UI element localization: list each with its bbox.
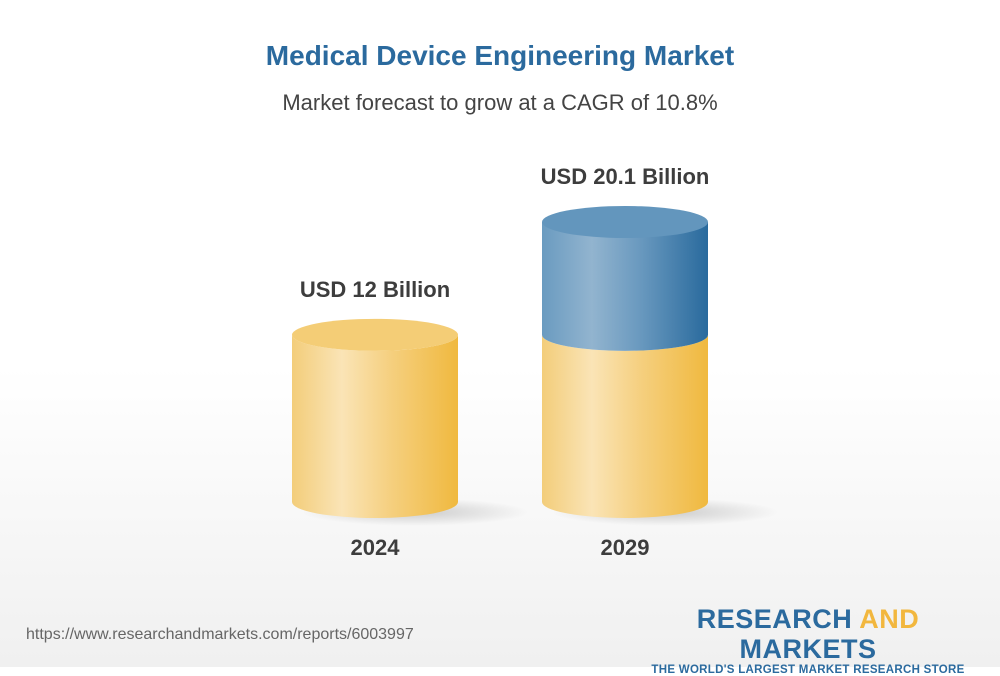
bar-top-cap	[542, 206, 708, 238]
data-label: USD 20.1 Billion	[541, 164, 710, 189]
bar-top-cap	[292, 318, 458, 351]
bar-base-segment	[292, 334, 458, 518]
category-label: 2024	[351, 535, 401, 560]
data-label: USD 12 Billion	[300, 277, 450, 302]
research-and-markets-logo: RESEARCH AND MARKETS THE WORLD'S LARGEST…	[651, 604, 965, 676]
chart-subtitle: Market forecast to grow at a CAGR of 10.…	[282, 90, 718, 115]
bar-base-segment	[542, 334, 708, 518]
bar-growth-segment	[542, 222, 708, 351]
chart-title: Medical Device Engineering Market	[265, 40, 735, 71]
category-label: 2029	[601, 535, 650, 560]
source-url[interactable]: https://www.researchandmarkets.com/repor…	[26, 626, 414, 643]
cylinder-chart: USD 12 Billion 2024 USD 20.1 Billion 2029	[292, 164, 778, 560]
